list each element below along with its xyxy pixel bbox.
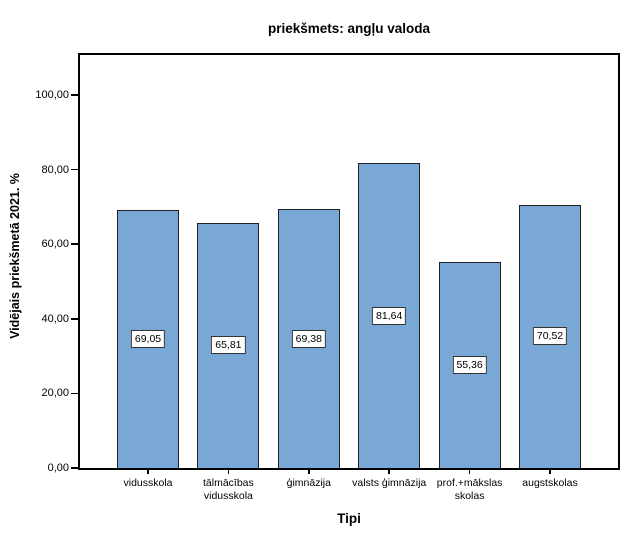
y-axis-title: Vidējais priekšmetā 2021. % [8,173,22,339]
y-tick [71,318,78,320]
chart-title: priekšmets: angļu valoda [267,21,431,36]
chart-bar: 70,52 [519,204,581,468]
x-tick [388,468,390,474]
y-tick [71,168,78,171]
y-tick [71,467,78,469]
chart-bar: 81,64 [358,163,421,468]
x-axis-title: Tipi [337,511,361,526]
x-tick [549,468,551,474]
y-tick-label: 80,00 [41,163,69,176]
plot-area: 69,05 vidusskola 65,81 tālmācības vidusskol… [35,53,620,502]
x-tick [468,468,471,474]
x-tick [227,468,230,474]
y-tick-label: 100,00 [35,89,69,101]
chart-bar: 69,38 [277,209,340,468]
x-tick [147,468,149,474]
x-category-label: prof.+mākslas skolas [436,477,503,502]
bar-value-label: 70,52 [532,327,568,346]
chart-bar: 65,81 [197,222,260,468]
y-tick [71,243,78,245]
bar-value-label: 69,38 [291,329,326,348]
bar-value-label: 81,64 [372,306,407,325]
x-category-label: augstskolas [522,477,578,489]
bar-value-label: 55,36 [452,355,487,374]
x-category-label: ģimnāzija [286,477,331,489]
y-tick-label: 20,00 [41,387,69,400]
y-tick-label: 0,00 [47,462,69,474]
chart-bar: 69,05 [117,210,179,468]
bar-value-label: 69,05 [130,330,166,349]
y-tick [71,94,78,96]
y-tick-label: 40,00 [41,312,69,325]
chart-bar: 55,36 [438,261,501,468]
y-tick [71,392,78,395]
bar-value-label: 65,81 [211,336,246,355]
x-category-label: tālmācības vidusskola [203,477,254,502]
x-category-label: valsts ģimnāzija [352,477,427,489]
y-tick-label: 60,00 [41,238,69,251]
x-category-label: vidusskola [123,477,173,489]
x-tick [308,468,310,474]
